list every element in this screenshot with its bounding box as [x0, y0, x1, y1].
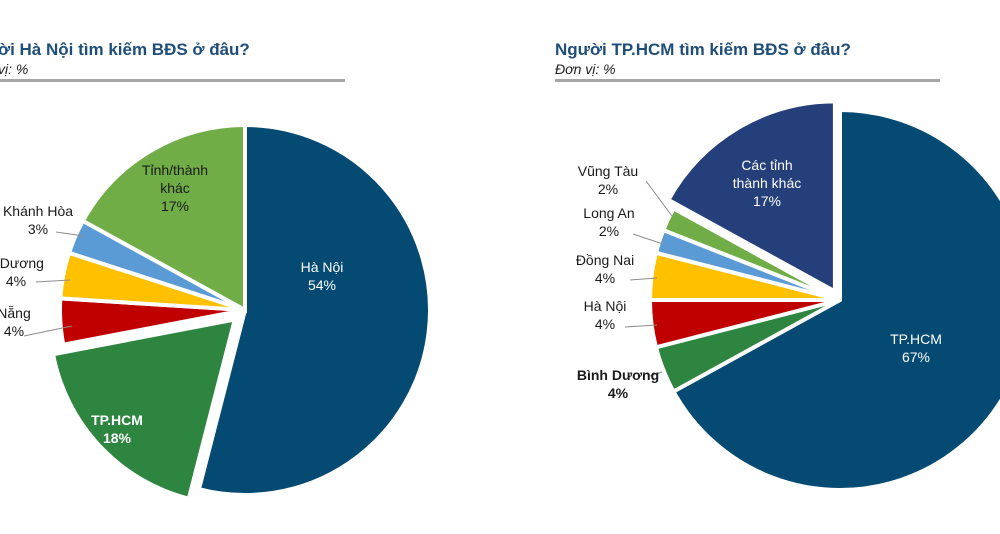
slice-value: 3% — [28, 221, 48, 237]
chart-title: ời Hà Nội tìm kiếm BĐS ở đâu? — [0, 40, 250, 59]
pie-chart-hanoi: Hà Nội 54% TP.HCM 18% Nẵng 4% h Dương 4% Khánh H… — [0, 122, 432, 502]
slice-label-nang: Nẵng 4% — [0, 305, 31, 339]
pie-slice-ha-noi — [196, 122, 432, 497]
slice-value: 4% — [4, 323, 24, 339]
slice-category: TP.HCM — [890, 331, 942, 347]
slice-category-line: khác — [160, 180, 190, 196]
slice-value: 4% — [595, 270, 615, 286]
slice-category-line: Các tỉnh — [741, 157, 792, 173]
pie-slice-tp-hcm — [50, 317, 238, 502]
slice-category-line: Tỉnh/thành — [142, 162, 208, 178]
slice-category: Khánh Hòa — [3, 203, 73, 219]
chart-panel-hanoi: ời Hà Nội tìm kiếm BĐS ở đâu? vị: % Hà N… — [0, 40, 432, 502]
slice-label-h-duong: h Dương 4% — [0, 255, 44, 289]
slice-category: Nẵng — [0, 305, 31, 321]
leader-line — [23, 325, 73, 337]
slice-label-vung-tau: Vũng Tàu 2% — [578, 163, 638, 197]
chart-panel-hcm: Người TP.HCM tìm kiếm BĐS ở đâu? Đơn vị:… — [500, 0, 1000, 534]
leader-line — [645, 180, 673, 217]
leader-line — [624, 324, 658, 328]
slice-value: 2% — [599, 223, 619, 239]
slice-label-tinh-thanh-khac: Tỉnh/thành khác 17% — [142, 162, 208, 214]
chart-title: Người TP.HCM tìm kiếm BĐS ở đâu? — [555, 40, 851, 59]
leader-line — [629, 277, 658, 281]
slice-value: 54% — [308, 277, 336, 293]
slice-category: h Dương — [0, 255, 44, 271]
slice-label-ha-noi: Hà Nội 4% — [584, 298, 627, 332]
slice-value: 67% — [902, 349, 930, 365]
slice-value: 4% — [595, 316, 615, 332]
slice-category: Hà Nội — [301, 259, 344, 275]
slice-category: TP.HCM — [91, 412, 143, 428]
slice-category: Vũng Tàu — [578, 163, 638, 179]
pie-slice-tinh-thanh-khac — [80, 122, 247, 314]
unit-label: vị: % — [0, 61, 29, 77]
slice-category-line: thành khác — [733, 175, 802, 191]
slice-value: 18% — [103, 430, 132, 446]
slice-category: Long An — [583, 205, 634, 221]
slice-label-ha-noi: Hà Nội 54% — [301, 259, 344, 293]
slice-value: 4% — [6, 273, 26, 289]
slice-label-khanh-hoa: Khánh Hòa 3% — [3, 203, 73, 237]
slice-label-tp-hcm: TP.HCM 67% — [890, 331, 942, 365]
title-divider — [0, 79, 345, 82]
pie-slice-cac-tinh-thanh-khac — [665, 99, 837, 295]
slice-label-cac-tinh-thanh-khac: Các tỉnh thành khác 17% — [733, 157, 802, 209]
leader-line — [35, 279, 71, 283]
unit-label: Đơn vị: % — [555, 61, 616, 77]
slice-category: Bình Dương — [577, 367, 659, 383]
slice-value: 17% — [753, 193, 781, 209]
slice-label-dong-nai: Đồng Nai 4% — [576, 252, 634, 286]
slice-value: 4% — [608, 385, 629, 401]
pie-slice-vung-tau — [660, 205, 841, 302]
slice-value: 2% — [598, 181, 618, 197]
slice-label-long-an: Long An 2% — [583, 205, 634, 239]
leader-line — [632, 233, 664, 245]
slice-value: 17% — [161, 198, 189, 214]
leader-line — [649, 371, 663, 377]
slice-label-tp-hcm: TP.HCM 18% — [91, 412, 143, 446]
title-divider — [555, 79, 940, 82]
pie-slice-tp-hcm — [670, 107, 1000, 492]
pie-chart-hcm: TP.HCM 67% Bình Dương 4% Hà Nội 4% Đồng Nai 4% L… — [576, 99, 1000, 492]
slice-label-binh-duong: Bình Dương 4% — [577, 367, 659, 401]
leader-line — [55, 231, 85, 237]
slice-category: Hà Nội — [584, 298, 627, 314]
slice-category: Đồng Nai — [576, 252, 634, 268]
